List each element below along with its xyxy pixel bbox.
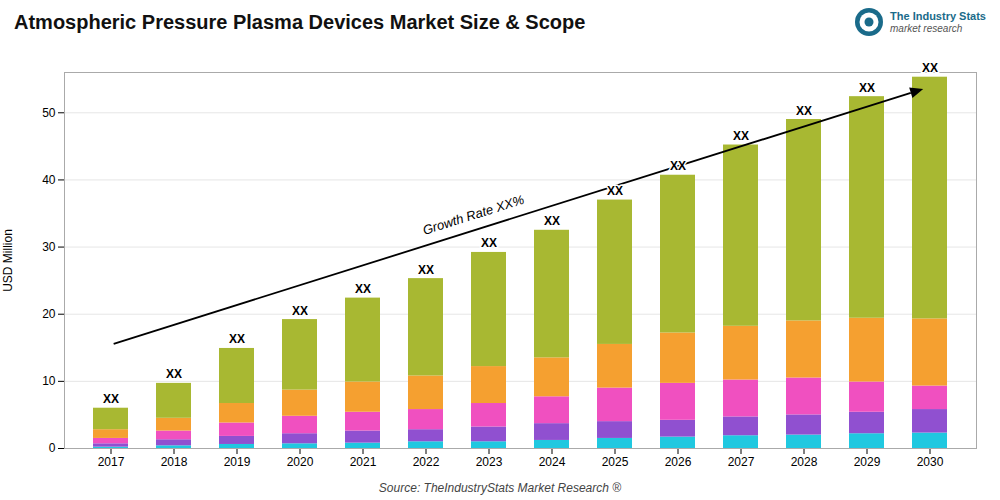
svg-text:XX: XX: [733, 129, 749, 143]
svg-text:XX: XX: [544, 214, 560, 228]
svg-text:40: 40: [42, 173, 56, 187]
html-text:market research: market research: [890, 22, 963, 34]
svg-text:2020: 2020: [287, 455, 314, 469]
svg-text:2021: 2021: [350, 455, 377, 469]
svg-text:XX: XX: [796, 104, 812, 118]
svg-text:USD Million: USD Million: [1, 229, 15, 292]
svg-text:2030: 2030: [917, 455, 944, 469]
svg-text:XX: XX: [103, 392, 119, 406]
svg-text:2027: 2027: [728, 455, 755, 469]
html-text:Atmospheric Pressure Plasma De: Atmospheric Pressure Plasma Devices Mark…: [14, 10, 586, 33]
svg-text:2017: 2017: [98, 455, 125, 469]
svg-text:2023: 2023: [476, 455, 503, 469]
svg-text:10: 10: [42, 374, 56, 388]
svg-text:XX: XX: [292, 304, 308, 318]
svg-text:XX: XX: [859, 81, 875, 95]
svg-text:XX: XX: [166, 367, 182, 381]
svg-text:2024: 2024: [539, 455, 566, 469]
svg-text:2028: 2028: [791, 455, 818, 469]
svg-text:2022: 2022: [413, 455, 440, 469]
svg-text:XX: XX: [670, 159, 686, 173]
svg-text:XX: XX: [607, 184, 623, 198]
svg-text:XX: XX: [481, 236, 497, 250]
html-text:Source: TheIndustryStats Marke: Source: TheIndustryStats Market Research…: [378, 481, 622, 495]
svg-text:XX: XX: [229, 332, 245, 346]
svg-text:XX: XX: [418, 263, 434, 277]
html-text:The Industry Stats: The Industry Stats: [890, 9, 986, 22]
svg-text:20: 20: [42, 307, 56, 321]
svg-text:0: 0: [49, 441, 56, 455]
svg-text:2025: 2025: [602, 455, 629, 469]
svg-text:XX: XX: [922, 61, 938, 75]
svg-text:2026: 2026: [665, 455, 692, 469]
svg-text:50: 50: [42, 106, 56, 120]
svg-text:2019: 2019: [224, 455, 251, 469]
svg-text:XX: XX: [355, 282, 371, 296]
svg-text:2029: 2029: [854, 455, 881, 469]
svg-text:Growth Rate XX%: Growth Rate XX%: [421, 192, 526, 238]
svg-text:2018: 2018: [161, 455, 188, 469]
svg-text:30: 30: [42, 240, 56, 254]
